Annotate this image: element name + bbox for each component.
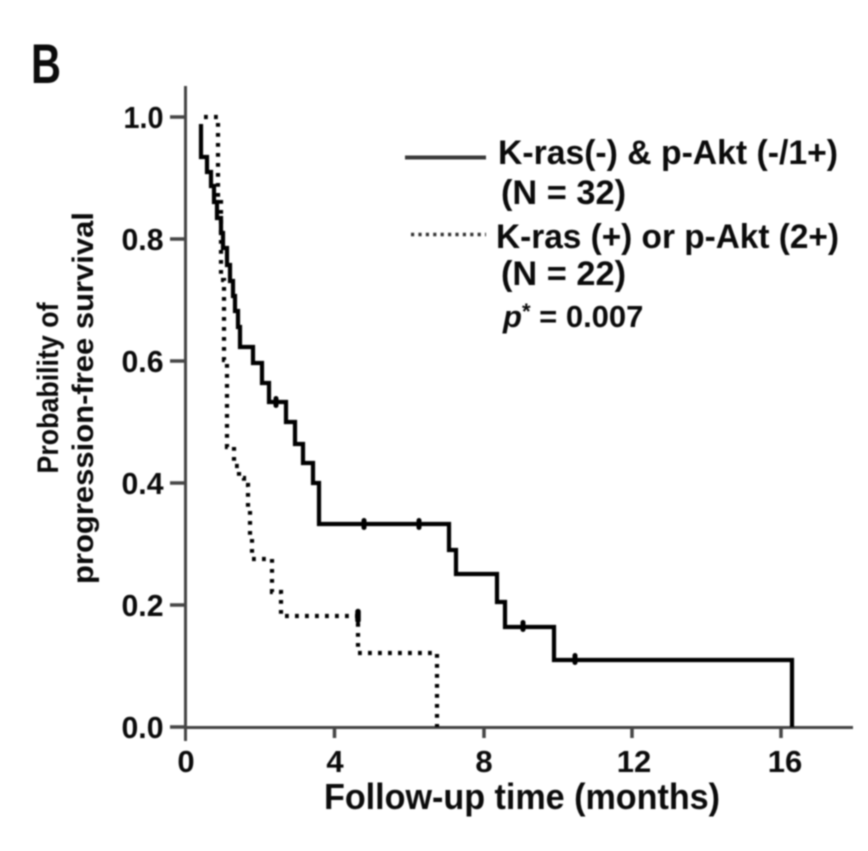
svg-text:(N = 32): (N = 32) xyxy=(501,174,626,212)
svg-text:0.4: 0.4 xyxy=(122,466,165,501)
svg-text:Probability of: Probability of xyxy=(32,302,65,474)
svg-text:12: 12 xyxy=(617,744,651,779)
svg-text:K-ras (+) or p-Akt (2+): K-ras (+) or p-Akt (2+) xyxy=(496,218,839,256)
svg-text:p* = 0.007: p* = 0.007 xyxy=(502,299,643,334)
svg-text:0.8: 0.8 xyxy=(122,222,164,257)
svg-text:progression-free survival: progression-free survival xyxy=(67,212,100,584)
svg-text:0.0: 0.0 xyxy=(122,710,164,745)
svg-text:(N = 22): (N = 22) xyxy=(501,255,626,293)
svg-text:16: 16 xyxy=(768,744,802,779)
svg-text:0.2: 0.2 xyxy=(122,588,164,623)
svg-text:K-ras(-) & p-Akt (-/1+): K-ras(-) & p-Akt (-/1+) xyxy=(498,134,838,172)
svg-text:0: 0 xyxy=(177,744,194,779)
svg-text:Follow-up time (months): Follow-up time (months) xyxy=(324,776,720,817)
svg-text:1.0: 1.0 xyxy=(124,100,164,135)
svg-text:4: 4 xyxy=(326,744,344,779)
svg-text:B: B xyxy=(31,32,61,95)
svg-text:8: 8 xyxy=(475,744,492,779)
svg-text:0.6: 0.6 xyxy=(122,344,164,379)
